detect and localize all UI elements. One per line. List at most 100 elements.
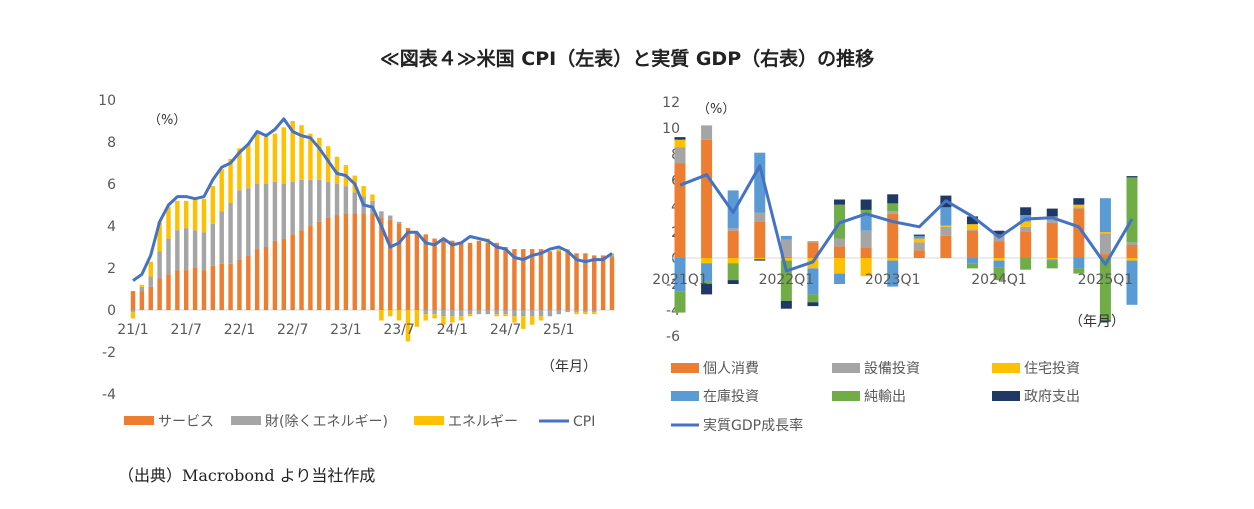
bar-services: [148, 286, 153, 310]
bar-core-goods: [237, 190, 242, 260]
bar-consumption: [1020, 232, 1032, 258]
bar-core-goods: [388, 215, 393, 220]
bar-energy: [521, 316, 526, 329]
bar-services: [423, 234, 428, 310]
bar-core-goods: [254, 184, 260, 250]
bar-core-goods: [228, 202, 233, 264]
bar-services: [494, 242, 499, 310]
bar-inventory: [674, 258, 686, 292]
bar-core-goods: [175, 230, 180, 271]
bar-services: [184, 270, 189, 310]
bar-core-goods: [556, 310, 561, 315]
bar-services: [343, 213, 349, 310]
bar-government: [834, 199, 846, 205]
bar-core-goods: [272, 181, 278, 241]
bar-residential: [940, 225, 952, 227]
bar-consumption: [1099, 254, 1111, 258]
bar-services: [201, 270, 207, 310]
x-tick-label: 2024Q1: [971, 272, 1027, 288]
bar-consumption: [966, 230, 978, 258]
bar-inventory: [913, 235, 925, 239]
y-tick-label: 10: [662, 121, 680, 137]
bar-energy: [556, 249, 561, 252]
bar-services: [290, 234, 295, 310]
bar-equipment: [887, 211, 899, 214]
bar-core-goods: [201, 232, 207, 271]
bar-equipment: [754, 212, 766, 222]
legend-label-core_goods: 財(除くエネルギー): [265, 414, 388, 430]
bar-core-goods: [583, 310, 588, 313]
x-unit-label: （年月）: [541, 359, 597, 375]
bar-services: [246, 255, 251, 310]
bar-equipment: [1099, 233, 1111, 255]
bar-net-exports: [807, 294, 819, 303]
bar-core-goods: [325, 181, 331, 218]
bar-core-goods: [458, 310, 464, 317]
legend-label-cpi: CPI: [573, 414, 595, 430]
y-unit-label: （%）: [148, 113, 186, 128]
bar-energy: [370, 194, 375, 201]
bar-services: [441, 238, 446, 310]
bar-energy: [494, 314, 499, 317]
x-tick-label: 21/1: [117, 322, 148, 338]
x-tick-label: 23/7: [383, 322, 414, 338]
bar-core-goods: [592, 310, 597, 313]
bar-net-exports: [993, 267, 1005, 281]
bar-net-exports: [780, 260, 792, 301]
bar-government: [887, 194, 899, 204]
bar-core-goods: [529, 310, 535, 317]
bar-services: [254, 249, 260, 310]
legend-swatch-core_goods: [231, 416, 261, 425]
bar-services: [228, 263, 233, 310]
bar-residential: [701, 258, 713, 264]
bar-residential: [727, 258, 739, 264]
bar-services: [219, 263, 224, 310]
bar-energy: [210, 186, 216, 224]
bar-energy: [388, 310, 393, 317]
bar-consumption: [701, 139, 713, 258]
bar-government: [807, 302, 819, 307]
bar-government: [993, 230, 1005, 235]
bar-consumption: [754, 221, 766, 258]
bar-consumption: [913, 250, 925, 258]
y-tick-label: -4: [102, 387, 116, 403]
bar-services: [600, 255, 606, 310]
bar-services: [414, 232, 420, 310]
bar-government: [701, 284, 713, 295]
legend-swatch-net_exports: [832, 391, 860, 401]
figure-title: ≪図表４≫米国 CPI（左表）と実質 GDP（右表）の推移: [379, 48, 875, 70]
legend-label-net_exports: 純輸出: [864, 389, 906, 405]
bar-energy: [166, 207, 171, 239]
bar-consumption: [674, 163, 686, 258]
bar-net-exports: [674, 291, 686, 313]
bar-energy: [512, 316, 517, 323]
bar-energy: [130, 312, 136, 319]
bar-residential: [1073, 204, 1085, 208]
bar-services: [308, 226, 313, 310]
bar-core-goods: [290, 181, 295, 235]
bar-services: [237, 259, 242, 310]
cpi-line: [132, 117, 613, 282]
legend-swatch-inventory: [671, 391, 699, 401]
bar-core-goods: [184, 228, 189, 271]
legend-label-equipment: 設備投資: [864, 361, 920, 377]
legend-swatch-consumption: [671, 363, 699, 373]
bar-core-goods: [494, 310, 499, 315]
bar-services: [361, 213, 366, 310]
bar-energy: [592, 312, 597, 315]
bar-energy: [423, 314, 428, 321]
bar-government: [780, 300, 792, 309]
legend-label-services: サービス: [158, 414, 214, 430]
bar-core-goods: [441, 310, 446, 317]
bar-services: [379, 217, 384, 310]
bar-inventory: [701, 263, 713, 282]
bar-energy: [467, 314, 473, 317]
x-unit-label: （年月）: [1069, 314, 1125, 330]
bar-residential: [993, 258, 1005, 261]
bar-core-goods: [148, 276, 153, 287]
bar-equipment: [727, 228, 739, 231]
bar-net-exports: [1099, 258, 1111, 321]
bar-core-goods: [263, 184, 269, 247]
bar-net-exports: [1020, 258, 1032, 270]
